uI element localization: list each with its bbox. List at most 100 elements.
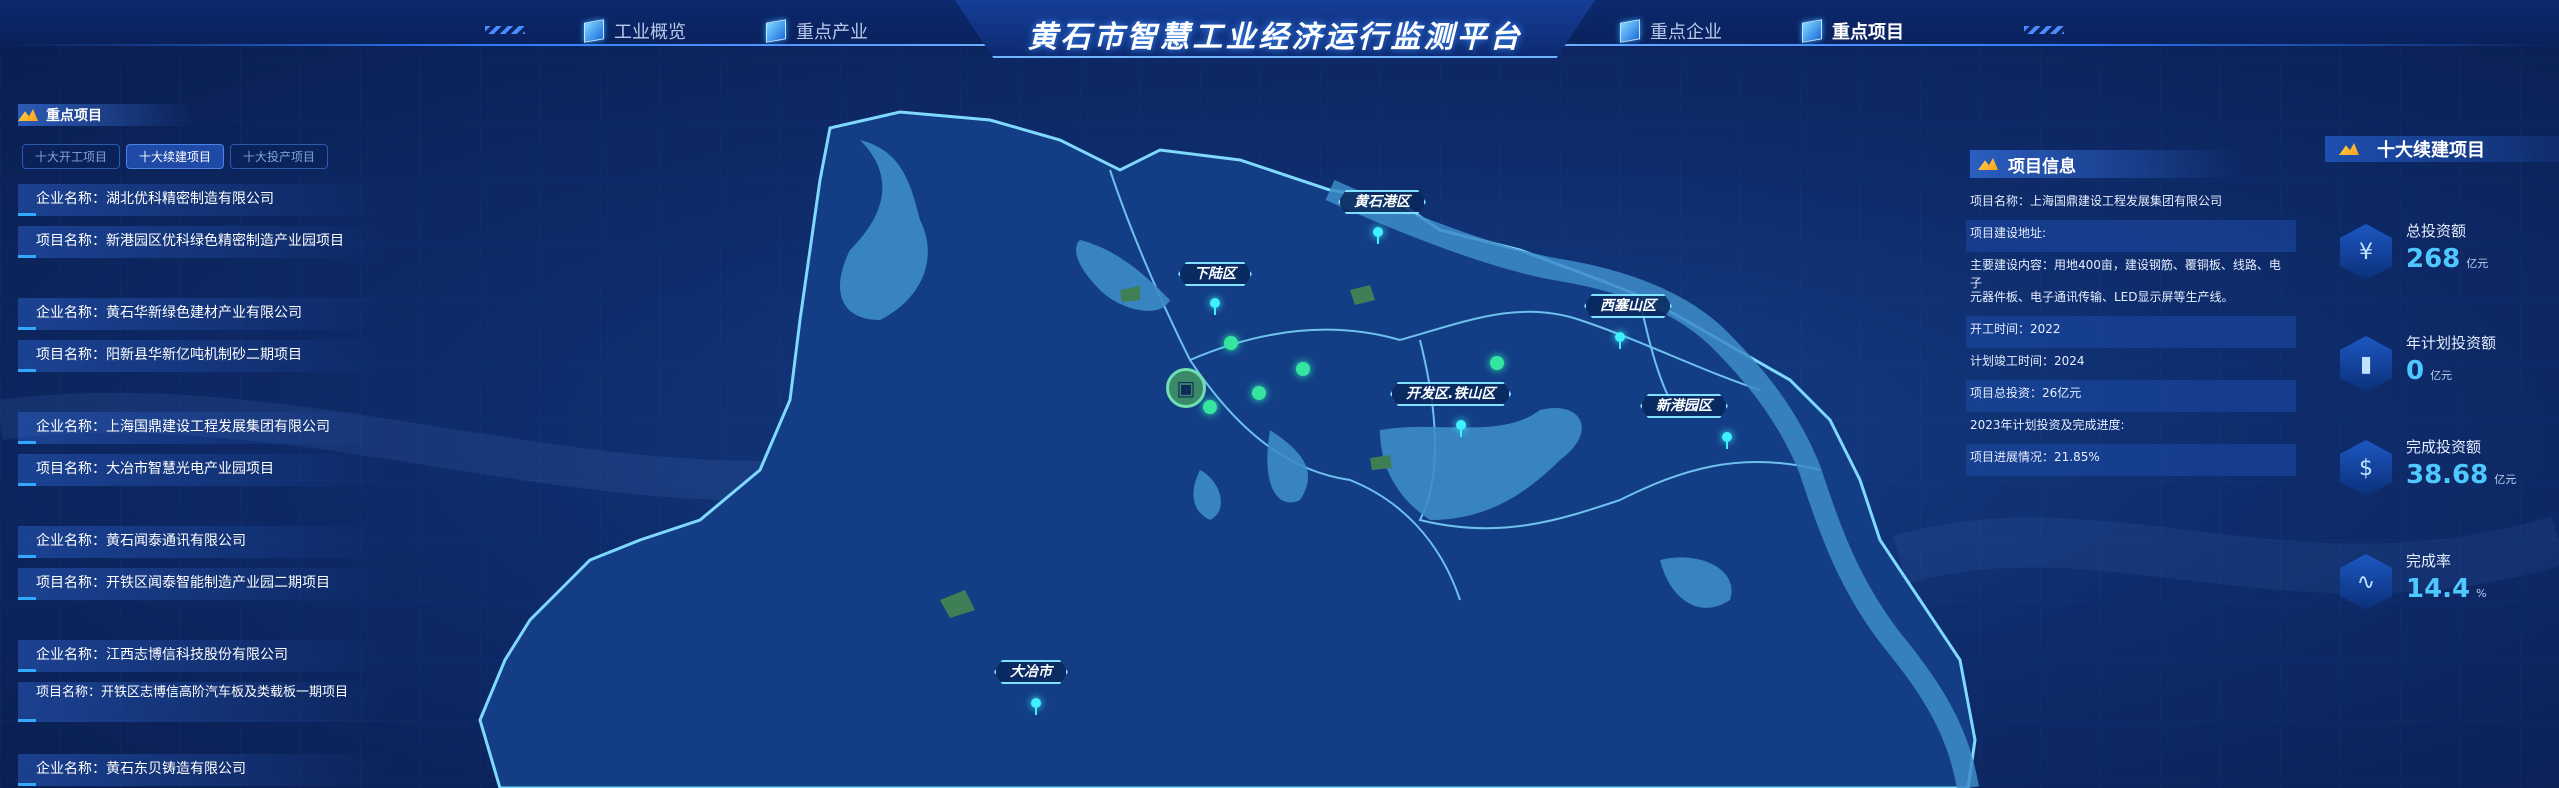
- info-row: 元器件板、电子通讯传输、LED显示屏等生产线。: [1970, 290, 2234, 304]
- info-row: 计划竣工时间：2024: [1970, 354, 2085, 368]
- stat-unit: 亿元: [2494, 473, 2517, 486]
- project-name: 项目名称：阳新县华新亿吨机制砂二期项目: [18, 340, 388, 372]
- district-pin: [1615, 332, 1625, 349]
- district-pin: [1722, 432, 1732, 449]
- list-item[interactable]: 企业名称：黄石闻泰通讯有限公司 项目名称：开铁区闻泰智能制造产业园二期项目: [18, 518, 388, 632]
- project-name: 项目名称：开铁区闻泰智能制造产业园二期项目: [18, 568, 388, 600]
- district-pin: [1456, 420, 1466, 437]
- stat-total-investment: ¥ 总投资额 268 亿元: [2340, 220, 2550, 290]
- tab-continued-projects[interactable]: 十大续建项目: [126, 144, 225, 169]
- info-row: 2023年计划投资及完成进度:: [1970, 418, 2125, 432]
- stat-value: 38.68 亿元: [2406, 460, 2516, 490]
- briefcase-icon: ▮: [2340, 336, 2392, 392]
- project-marker[interactable]: [1252, 386, 1266, 400]
- list-item[interactable]: 企业名称：江西志博信科技股份有限公司 项目名称：开铁区志博信高阶汽车板及类载板一…: [18, 632, 388, 746]
- company-name: 企业名称：上海国鼎建设工程发展集团有限公司: [18, 412, 388, 444]
- district-pin: [1031, 698, 1041, 715]
- project-list[interactable]: 企业名称：湖北优科精密制造有限公司 项目名称：新港园区优科绿色精密制造产业园项目…: [18, 176, 388, 788]
- stat-completion-rate: ∿ 完成率 14.4%: [2340, 550, 2550, 620]
- nav-key-enterprise[interactable]: 重点企业: [1620, 18, 1722, 44]
- district-label-xingang[interactable]: 新港园区: [1640, 394, 1728, 418]
- stat-label: 总投资额: [2406, 222, 2467, 240]
- list-item[interactable]: 企业名称：湖北优科精密制造有限公司 项目名称：新港园区优科绿色精密制造产业园项目: [18, 176, 388, 290]
- info-row: 项目进展情况：21.85%: [1966, 444, 2296, 476]
- company-name: 企业名称：黄石闻泰通讯有限公司: [18, 526, 388, 558]
- project-marker[interactable]: [1224, 336, 1238, 350]
- stat-unit: %: [2476, 587, 2487, 600]
- cube-icon: [766, 19, 786, 43]
- info-row: 项目建设地址:: [1966, 220, 2296, 252]
- company-name: 企业名称：江西志博信科技股份有限公司: [18, 640, 388, 672]
- project-marker[interactable]: [1203, 400, 1217, 414]
- stat-value: 14.4%: [2406, 574, 2487, 604]
- left-panel-title-text: 重点项目: [46, 108, 102, 124]
- info-row: 项目名称：上海国鼎建设工程发展集团有限公司: [1970, 194, 2223, 208]
- stat-number: 0: [2406, 356, 2425, 386]
- project-marker[interactable]: [1490, 356, 1504, 370]
- project-info-panel: 项目名称：上海国鼎建设工程发展集团有限公司 项目建设地址: 主要建设内容：用地4…: [1966, 188, 2296, 476]
- list-item[interactable]: 企业名称：黄石东贝铸造有限公司: [18, 746, 388, 788]
- company-name: 企业名称：湖北优科精密制造有限公司: [18, 184, 388, 216]
- nav-key-industry[interactable]: 重点产业: [766, 18, 868, 44]
- stat-completed-investment: $ 完成投资额 38.68 亿元: [2340, 436, 2550, 506]
- stats-title: 十大续建项目: [2325, 136, 2559, 162]
- tab-started-projects[interactable]: 十大开工项目: [22, 144, 121, 169]
- list-item[interactable]: 企业名称：黄石华新绿色建材产业有限公司 项目名称：阳新县华新亿吨机制砂二期项目: [18, 290, 388, 404]
- nav-key-project[interactable]: 重点项目: [1802, 18, 1904, 44]
- stat-unit: 亿元: [2430, 369, 2453, 382]
- district-label-xialu[interactable]: 下陆区: [1178, 262, 1252, 286]
- project-name: 项目名称：大冶市智慧光电产业园项目: [18, 454, 388, 486]
- info-row: 开工时间：2022: [1966, 316, 2296, 348]
- stat-label: 年计划投资额: [2406, 334, 2497, 352]
- stat-number: 268: [2406, 244, 2461, 274]
- stat-value: 268 亿元: [2406, 244, 2488, 274]
- nav-industry-overview[interactable]: 工业概览: [584, 18, 686, 44]
- district-label-kaifaqu-tieshan[interactable]: 开发区.铁山区: [1390, 382, 1511, 406]
- selected-project-building-icon[interactable]: ▣: [1166, 368, 1206, 408]
- stat-annual-plan-investment: ▮ 年计划投资额 0 亿元: [2340, 332, 2550, 402]
- district-label-xisaishan[interactable]: 西塞山区: [1584, 294, 1672, 318]
- nav-label: 重点项目: [1832, 22, 1904, 43]
- project-info-title: 项目信息: [1970, 150, 2240, 178]
- project-name: 项目名称：新港园区优科绿色精密制造产业园项目: [18, 226, 388, 258]
- cube-icon: [1620, 19, 1640, 43]
- stat-label: 完成率: [2406, 552, 2452, 570]
- project-marker[interactable]: [1296, 362, 1310, 376]
- stat-unit: 亿元: [2466, 257, 2489, 270]
- nav-label: 重点企业: [1650, 22, 1722, 43]
- stat-number: 14.4: [2406, 574, 2471, 604]
- stat-value: 0 亿元: [2406, 356, 2452, 386]
- stats-title-text: 十大续建项目: [2377, 140, 2485, 161]
- stat-number: 38.68: [2406, 460, 2489, 490]
- info-row: 项目总投资：26亿元: [1966, 380, 2296, 412]
- nav-label: 工业概览: [614, 22, 686, 43]
- yuan-icon: ¥: [2340, 224, 2392, 280]
- company-name: 企业名称：黄石东贝铸造有限公司: [18, 754, 388, 786]
- left-panel-title: 重点项目: [18, 104, 193, 126]
- project-info-title-text: 项目信息: [2008, 156, 2076, 177]
- district-pin: [1373, 227, 1383, 244]
- project-name: 项目名称：开铁区志博信高阶汽车板及类载板一期项目: [18, 682, 388, 722]
- money-bag-icon: $: [2340, 440, 2392, 496]
- mountain-icon: [2339, 143, 2359, 155]
- company-name: 企业名称：黄石华新绿色建材产业有限公司: [18, 298, 388, 330]
- pulse-icon: ∿: [2340, 554, 2392, 610]
- district-pin: [1210, 298, 1220, 315]
- district-label-daye[interactable]: 大冶市: [994, 660, 1068, 684]
- page-title: 黄石市智慧工业经济运行监测平台: [1027, 20, 1523, 55]
- list-item[interactable]: 企业名称：上海国鼎建设工程发展集团有限公司 项目名称：大冶市智慧光电产业园项目: [18, 404, 388, 518]
- cube-icon: [1802, 19, 1822, 43]
- tab-operational-projects[interactable]: 十大投产项目: [230, 144, 329, 169]
- project-tabs: 十大开工项目 十大续建项目 十大投产项目: [22, 144, 329, 169]
- nav-label: 重点产业: [796, 22, 868, 43]
- district-label-huangshigang[interactable]: 黄石港区: [1338, 190, 1426, 214]
- mountain-icon: [1978, 158, 1998, 170]
- cube-icon: [584, 19, 604, 43]
- stat-label: 完成投资额: [2406, 438, 2482, 456]
- mountain-icon: [18, 109, 38, 121]
- header-stripe-decoration: [485, 26, 525, 34]
- title-plate: [955, 0, 1595, 58]
- info-row: 主要建设内容：用地400亩，建设钢筋、覆铜板、线路、电子: [1970, 258, 2281, 290]
- header-stripe-decoration: [2024, 26, 2064, 34]
